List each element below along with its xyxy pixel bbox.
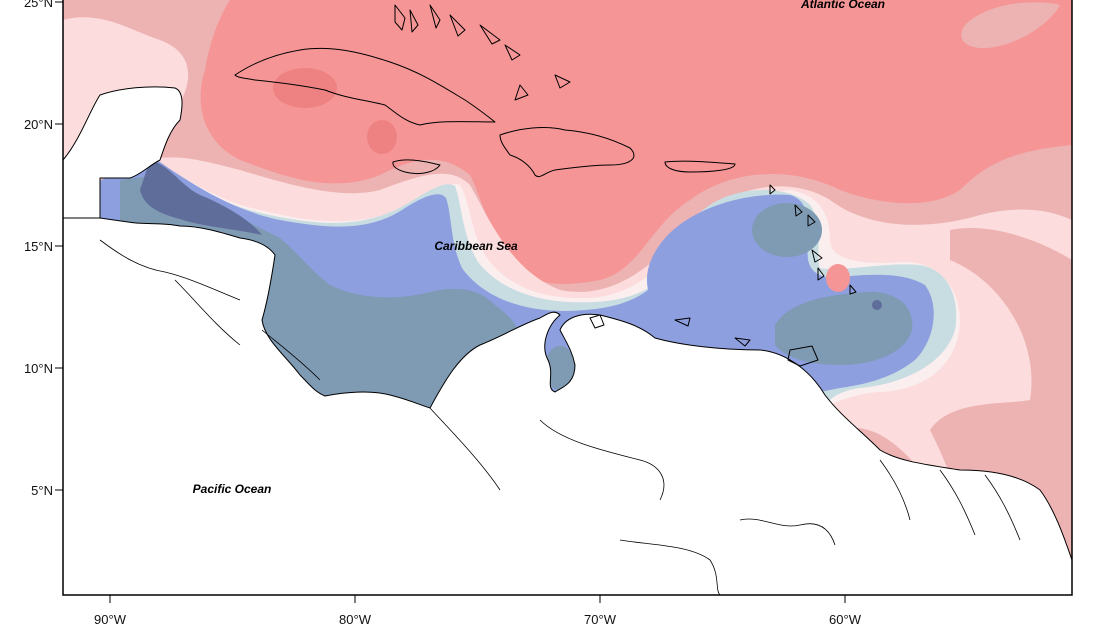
map-frame [62, 0, 1073, 596]
contour-dark-slate [140, 160, 262, 235]
lat-tick-label: 25°N [24, 0, 53, 10]
lat-tick-label: 15°N [24, 239, 53, 254]
contour-red-strong [200, 0, 1072, 284]
pacific-ocean-label: Pacific Ocean [193, 482, 272, 496]
contour-slate-antilles [752, 203, 822, 257]
contour-red-core-2 [367, 120, 397, 154]
lon-tick-label: 60°W [829, 612, 862, 627]
contour-red-bullseye [826, 264, 850, 292]
country-borders [99, 239, 1021, 595]
lat-tick-label: 20°N [24, 117, 53, 132]
lon-tick-label: 90°W [94, 612, 127, 627]
land-abc-islands [589, 314, 751, 347]
land-hispaniola [499, 127, 635, 178]
land-masses [63, 4, 1072, 595]
land-yucatan [63, 86, 183, 219]
land-trinidad [787, 345, 819, 367]
contour-slate-maracaibo [545, 346, 575, 390]
land-bahamas [394, 4, 571, 101]
lat-axis: 25°N 20°N 15°N 10°N 5°N [24, 0, 63, 498]
land-cuba [234, 47, 496, 126]
contour-ne-patch [961, 2, 1060, 49]
lon-axis: 90°W 80°W 70°W 60°W [94, 595, 862, 627]
atlantic-ocean-label: Atlantic Ocean [800, 0, 885, 11]
lat-tick-label: 10°N [24, 361, 53, 376]
contour-red-core-1 [273, 68, 337, 108]
land-lesser-antilles [769, 184, 857, 295]
lon-tick-label: 70°W [584, 612, 617, 627]
land-puerto-rico [664, 160, 736, 173]
caribbean-sea-label: Caribbean Sea [434, 239, 518, 253]
lon-tick-label: 80°W [339, 612, 372, 627]
contour-dark-core [872, 300, 882, 310]
land-central-america [63, 217, 1072, 595]
land-jamaica [392, 159, 441, 175]
lat-tick-label: 5°N [31, 483, 53, 498]
